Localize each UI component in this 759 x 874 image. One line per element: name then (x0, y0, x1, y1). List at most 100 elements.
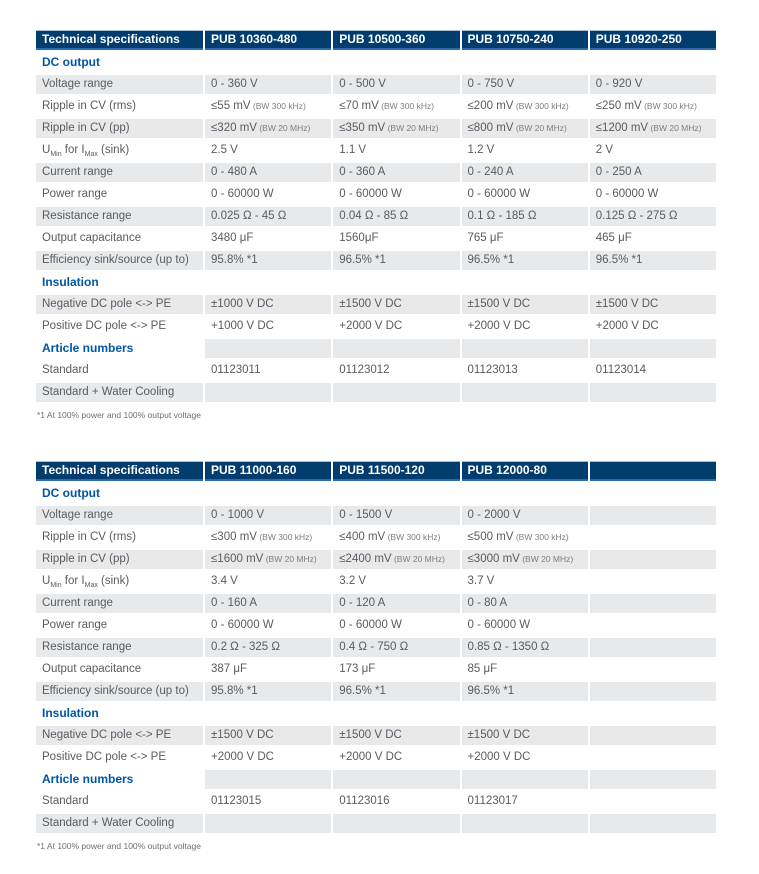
section-row: Insulation (36, 273, 716, 292)
spec-value-cell (461, 383, 588, 402)
section-label: Insulation (36, 704, 203, 723)
spec-value-cell: 0 - 120 A (333, 594, 460, 613)
spec-value-cell (589, 383, 716, 402)
row-label: Output capacitance (36, 229, 203, 248)
spec-value-cell: 2.5 V (205, 141, 332, 160)
spec-value-cell: 96.5% *1 (461, 251, 588, 270)
subscript: Max (84, 582, 98, 589)
table-row: Standard + Water Cooling (36, 814, 716, 833)
spec-value-cell: 0 - 360 V (205, 75, 332, 94)
bandwidth-note: (BW 300 kHz) (385, 532, 441, 542)
table-row: Resistance range 0.2 Ω - 325 Ω 0.4 Ω - 750… (36, 638, 716, 657)
bandwidth-note: (BW 20 MHz) (385, 123, 439, 133)
spec-table-group2: Technical specifications PUB 11000-160 PUB… (36, 461, 716, 833)
spec-value-cell: 95.8% *1 (205, 682, 332, 701)
spec-value-cell: ±1500 V DC (333, 726, 460, 745)
table-row: Negative DC pole <-> PE ±1500 V DC ±1500 V… (36, 726, 716, 745)
spec-value-cell (461, 273, 588, 292)
spec-value-cell: 0 - 750 V (461, 75, 588, 94)
value-main: ≤350 mV (339, 122, 386, 134)
row-label: Resistance range (36, 638, 203, 657)
row-label: Power range (36, 185, 203, 204)
spec-value-cell (461, 53, 588, 72)
spec-value-cell: ≤500 mV (BW 300 kHz) (461, 528, 588, 547)
spec-value-cell (461, 484, 588, 503)
value-main: ≤320 mV (211, 122, 257, 134)
spec-value-cell: ±1500 V DC (205, 726, 332, 745)
spec-value-cell (461, 814, 588, 833)
spec-value-cell: 0 - 920 V (589, 75, 716, 94)
spec-value-cell: 0 - 60000 W (205, 185, 332, 204)
spec-value-cell: ≤300 mV (BW 300 kHz) (205, 528, 332, 547)
spec-value-cell (205, 383, 332, 402)
product-header-cell: PUB 11500-120 (333, 461, 460, 481)
spec-value-cell: ≤800 mV (BW 20 MHz) (461, 119, 588, 138)
spec-value-cell: 0 - 60000 W (333, 616, 460, 635)
spec-value-cell: 0 - 250 A (589, 163, 716, 182)
spec-value-cell: +2000 V DC (589, 317, 716, 336)
spec-value-cell: 0 - 1500 V (333, 506, 460, 525)
spec-value-cell (589, 506, 716, 525)
spec-value-cell: ≤200 mV (BW 300 kHz) (461, 97, 588, 116)
spec-value-cell: 3480 μF (205, 229, 332, 248)
spec-value-cell: 96.5% *1 (333, 251, 460, 270)
spec-value-cell: 01123016 (333, 792, 460, 811)
table-row: Standard + Water Cooling (36, 383, 716, 402)
row-label: Voltage range (36, 506, 203, 525)
bandwidth-note: (BW 20 MHz) (391, 554, 445, 564)
row-label: Negative DC pole <-> PE (36, 726, 203, 745)
row-label: Positive DC pole <-> PE (36, 317, 203, 336)
spec-value-cell: 0 - 60000 W (461, 616, 588, 635)
spec-value-cell: ≤70 mV (BW 300 kHz) (333, 97, 460, 116)
spec-value-cell (333, 484, 460, 503)
spec-value-cell: 01123011 (205, 361, 332, 380)
table-row: Negative DC pole <-> PE ±1000 V DC ±1500 V… (36, 295, 716, 314)
row-label: Power range (36, 616, 203, 635)
spec-value-cell: 0.125 Ω - 275 Ω (589, 207, 716, 226)
spec-value-cell: 96.5% *1 (461, 682, 588, 701)
row-label: Efficiency sink/source (up to) (36, 682, 203, 701)
row-label: Output capacitance (36, 660, 203, 679)
spec-value-cell: 96.5% *1 (589, 251, 716, 270)
spec-value-cell: +2000 V DC (205, 748, 332, 767)
spec-value-cell (333, 53, 460, 72)
spec-value-cell (589, 572, 716, 591)
spec-value-cell (589, 704, 716, 723)
footnote-group2: *1 At 100% power and 100% output voltage (37, 841, 201, 851)
spec-value-cell (205, 814, 332, 833)
spec-value-cell: 387 μF (205, 660, 332, 679)
spec-value-cell: 765 μF (461, 229, 588, 248)
spec-value-cell (589, 748, 716, 767)
spec-value-cell (589, 339, 716, 358)
spec-value-cell (205, 273, 332, 292)
spec-value-cell (589, 550, 716, 569)
subscript: Min (50, 151, 62, 158)
row-label: Resistance range (36, 207, 203, 226)
spec-value-cell: 0.025 Ω - 45 Ω (205, 207, 332, 226)
spec-value-cell (589, 792, 716, 811)
table-row: UMin for IMax (sink) 3.4 V 3.2 V 3.7 V (36, 572, 716, 591)
bandwidth-note: (BW 20 MHz) (519, 554, 574, 564)
value-main: ≤500 mV (467, 531, 514, 543)
spec-value-cell: 2 V (589, 141, 716, 160)
section-row: Article numbers (36, 339, 716, 358)
spec-value-cell (333, 339, 460, 358)
spec-value-cell: 95.8% *1 (205, 251, 332, 270)
value-main: ≤2400 mV (339, 553, 392, 565)
row-label: Current range (36, 163, 203, 182)
spec-value-cell: 0 - 160 A (205, 594, 332, 613)
bandwidth-note: (BW 20 MHz) (263, 554, 317, 564)
spec-value-cell: ±1500 V DC (333, 295, 460, 314)
section-label: Insulation (36, 273, 203, 292)
footnote-group1: *1 At 100% power and 100% output voltage (37, 410, 201, 420)
spec-value-cell: ≤250 mV (BW 300 kHz) (589, 97, 716, 116)
spec-value-cell: ≤2400 mV (BW 20 MHz) (333, 550, 460, 569)
spec-value-cell (461, 339, 588, 358)
spec-value-cell: 173 μF (333, 660, 460, 679)
spec-value-cell: +2000 V DC (461, 317, 588, 336)
row-label: Ripple in CV (rms) (36, 97, 203, 116)
